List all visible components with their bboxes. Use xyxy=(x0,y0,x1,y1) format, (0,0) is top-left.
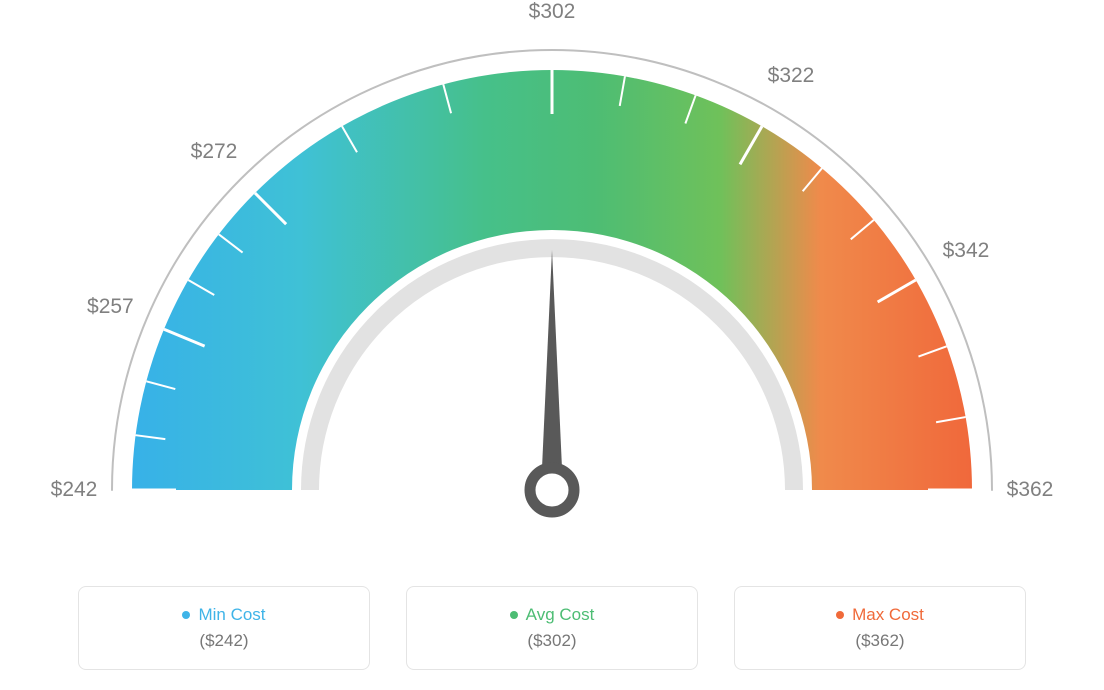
legend-avg-top: Avg Cost xyxy=(510,605,595,625)
legend-avg-value: ($302) xyxy=(527,631,576,651)
legend-min-label: Min Cost xyxy=(198,605,265,625)
legend-max-dot-icon xyxy=(836,611,844,619)
legend-card-avg: Avg Cost ($302) xyxy=(406,586,698,670)
cost-gauge: $242 $257 $272 $302 $322 $342 $362 xyxy=(0,0,1104,560)
legend-max-label: Max Cost xyxy=(852,605,924,625)
legend-min-dot-icon xyxy=(182,611,190,619)
legend-max-value: ($362) xyxy=(855,631,904,651)
legend-row: Min Cost ($242) Avg Cost ($302) Max Cost… xyxy=(0,586,1104,670)
legend-avg-label: Avg Cost xyxy=(526,605,595,625)
legend-max-top: Max Cost xyxy=(836,605,924,625)
legend-card-min: Min Cost ($242) xyxy=(78,586,370,670)
legend-min-value: ($242) xyxy=(199,631,248,651)
gauge-tick-label: $242 xyxy=(51,478,98,502)
legend-min-top: Min Cost xyxy=(182,605,265,625)
gauge-tick-label: $302 xyxy=(529,0,576,24)
gauge-tick-label: $342 xyxy=(943,239,990,263)
gauge-tick-label: $272 xyxy=(191,140,238,164)
gauge-tick-label: $257 xyxy=(87,295,134,319)
legend-avg-dot-icon xyxy=(510,611,518,619)
gauge-tick-label: $322 xyxy=(768,64,815,88)
gauge-tick-label: $362 xyxy=(1007,478,1054,502)
legend-card-max: Max Cost ($362) xyxy=(734,586,1026,670)
gauge-svg xyxy=(0,0,1104,560)
